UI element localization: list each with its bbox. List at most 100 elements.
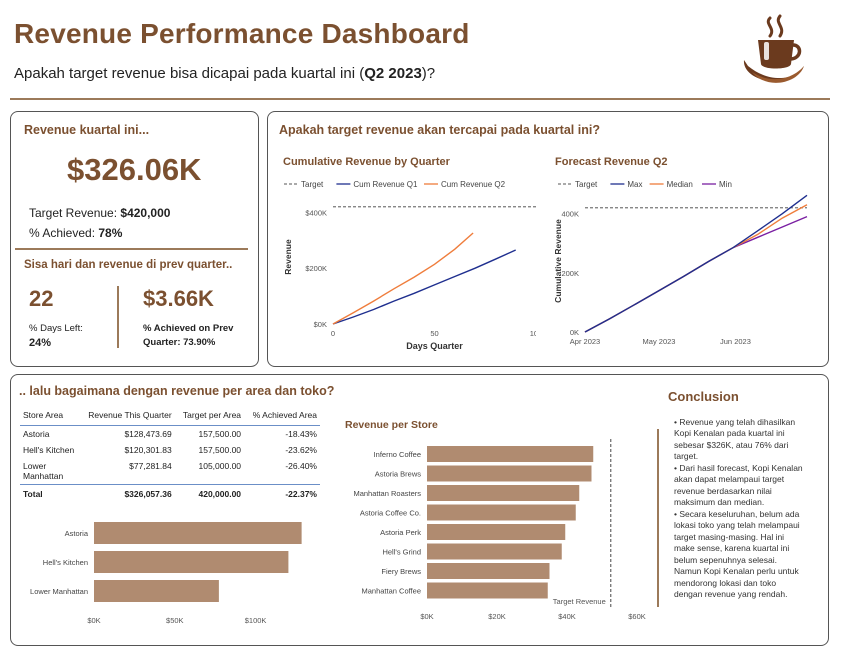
- x-tick-label: Apr 2023: [570, 337, 600, 346]
- area-section-title: .. lalu bagaimana dengan revenue per are…: [19, 384, 335, 398]
- cell-target: 157,500.00: [198, 429, 242, 439]
- area-bar-chart: Astoria Hell's Kitchen Lower Manhattan $0K $…: [30, 522, 302, 625]
- cell-total-achieved: -22.37%: [244, 484, 320, 502]
- bar: [94, 522, 302, 544]
- bar: [94, 551, 289, 573]
- cell-target: 157,500.00: [198, 445, 242, 455]
- category-label: Astoria Brews: [375, 470, 422, 479]
- forecast-chart-title: Forecast Revenue Q2: [555, 156, 668, 168]
- cumulative-chart: Target Cum Revenue Q1 Cum Revenue Q2 $0K $20…: [283, 180, 536, 351]
- cell-area: Lower Manhattan: [23, 461, 64, 481]
- kpi-vertical-divider: [117, 286, 119, 348]
- kpi-divider: [15, 248, 248, 250]
- x-tick-label: $40K: [558, 612, 576, 621]
- legend-label: Cum Revenue Q2: [441, 180, 506, 189]
- x-tick-label: $60K: [628, 612, 646, 621]
- target-panel-title: Apakah target revenue akan tercapai pada…: [279, 123, 600, 137]
- conclusion-bullet: • Revenue yang telah dihasilkan Kopi Ken…: [674, 417, 796, 462]
- cumulative-chart-title: Cumulative Revenue by Quarter: [283, 156, 450, 168]
- days-left-value: 22: [29, 286, 54, 311]
- bar: [427, 446, 594, 462]
- legend-label: Target: [575, 180, 598, 189]
- area-table: Store Area Revenue This Quarter Target p…: [20, 408, 320, 502]
- area-table-header: Store Area Revenue This Quarter Target p…: [20, 408, 320, 426]
- prev-achieved-label: % Achieved on Prev Quarter: 73.90%: [143, 323, 234, 348]
- category-label: Manhattan Roasters: [353, 489, 421, 498]
- days-left-label: % Days Left:: [29, 323, 83, 334]
- category-label: Hell's Grind: [382, 548, 421, 557]
- cell-target: 105,000.00: [198, 461, 242, 471]
- conclusion-bullet: • Dari hasil forecast, Kopi Kenalan akan…: [674, 462, 803, 508]
- area-store-card: .. lalu bagaimana dengan revenue per are…: [10, 374, 829, 646]
- series-line: [584, 194, 808, 333]
- x-tick-label: Jun 2023: [720, 337, 751, 346]
- store-bar-chart: Inferno Coffee Astoria Brews Manhattan Roa…: [353, 439, 646, 621]
- conclusion-body: • Revenue yang telah dihasilkan Kopi Ken…: [674, 417, 806, 601]
- cell-area: Astoria: [23, 429, 50, 439]
- legend-label: Target: [301, 180, 324, 189]
- y-tick-label: $0K: [314, 320, 327, 329]
- table-row: Lower Manhattan $77,281.84 105,000.00 -2…: [20, 458, 320, 485]
- cell-revenue: $120,301.83: [124, 445, 172, 455]
- prev-revenue-value: $3.66K: [143, 286, 214, 311]
- bar: [427, 582, 548, 599]
- x-tick-label: May 2023: [643, 337, 676, 346]
- y-tick-label: 400K: [561, 210, 579, 219]
- bar: [427, 465, 592, 482]
- x-axis-label: Days Quarter: [406, 341, 463, 351]
- forecast-chart: Target Max Median Min 0K 200K 400K Apr 2023 May …: [553, 180, 808, 346]
- cell-total-target: 420,000.00: [174, 484, 245, 502]
- category-label: Fiery Brews: [381, 567, 421, 576]
- subtitle-suffix: )?: [421, 65, 436, 82]
- y-tick-label: 200K: [561, 269, 579, 278]
- coffee-cup-icon: [740, 14, 808, 88]
- target-label: Target Revenue: [553, 597, 606, 606]
- header-divider: [10, 98, 830, 100]
- store-chart-title: Revenue per Store: [345, 419, 438, 431]
- legend-label: Max: [627, 180, 642, 189]
- bar: [427, 543, 562, 560]
- y-tick-label: $200K: [305, 264, 327, 273]
- cell-revenue: $128,473.69: [124, 429, 172, 439]
- col-achieved[interactable]: % Achieved Area: [244, 408, 320, 426]
- table-row: Astoria $128,473.69 157,500.00 -18.43%: [20, 426, 320, 443]
- x-tick-label: 100: [530, 329, 536, 338]
- cell-achieved: -23.62%: [285, 445, 317, 455]
- series-line: [332, 232, 474, 325]
- bar: [427, 504, 576, 521]
- category-label: Astoria Coffee Co.: [360, 509, 421, 518]
- bar: [427, 524, 566, 540]
- x-tick-label: 0: [331, 329, 335, 338]
- category-label: Astoria: [65, 529, 89, 538]
- y-tick-label: $400K: [305, 208, 327, 217]
- page-subtitle: Apakah target revenue bisa dicapai pada …: [14, 65, 435, 82]
- table-total-row: Total $326,057.36 420,000.00 -22.37%: [20, 484, 320, 502]
- bar: [94, 580, 219, 602]
- x-tick-label: $20K: [488, 612, 506, 621]
- days-left-pct: 24%: [29, 337, 52, 349]
- legend-label: Min: [719, 180, 732, 189]
- conclusion-bullet: • Secara keseluruhan, belum ada lokasi t…: [674, 508, 800, 600]
- category-label: Hell's Kitchen: [43, 558, 88, 567]
- subtitle-quarter: Q2 2023: [364, 65, 422, 82]
- y-axis-label: Revenue: [283, 239, 293, 275]
- conclusion-divider: [657, 429, 659, 607]
- y-axis-label: Cumulative Revenue: [553, 219, 563, 303]
- kpi-card: Revenue kuartal ini... $326.06K Target R…: [10, 111, 259, 367]
- category-label: Inferno Coffee: [374, 450, 421, 459]
- series-line: [584, 215, 808, 333]
- target-revenue-value: $420,000: [120, 206, 171, 220]
- x-tick-label: $50K: [166, 616, 184, 625]
- achieved-label: % Achieved:: [29, 226, 99, 240]
- x-tick-label: $100K: [245, 616, 267, 625]
- col-target[interactable]: Target per Area: [174, 408, 245, 426]
- prev-quarter-title: Sisa hari dan revenue di prev quarter..: [24, 259, 233, 271]
- cell-revenue: $77,281.84: [129, 461, 172, 471]
- x-tick-label: $0K: [420, 612, 433, 621]
- bar: [427, 485, 580, 501]
- col-store-area[interactable]: Store Area: [20, 408, 78, 426]
- series-line: [332, 249, 516, 325]
- col-revenue[interactable]: Revenue This Quarter: [78, 408, 175, 426]
- table-row: Hell's Kitchen $120,301.83 157,500.00 -2…: [20, 442, 320, 458]
- cell-achieved: -26.40%: [285, 461, 317, 471]
